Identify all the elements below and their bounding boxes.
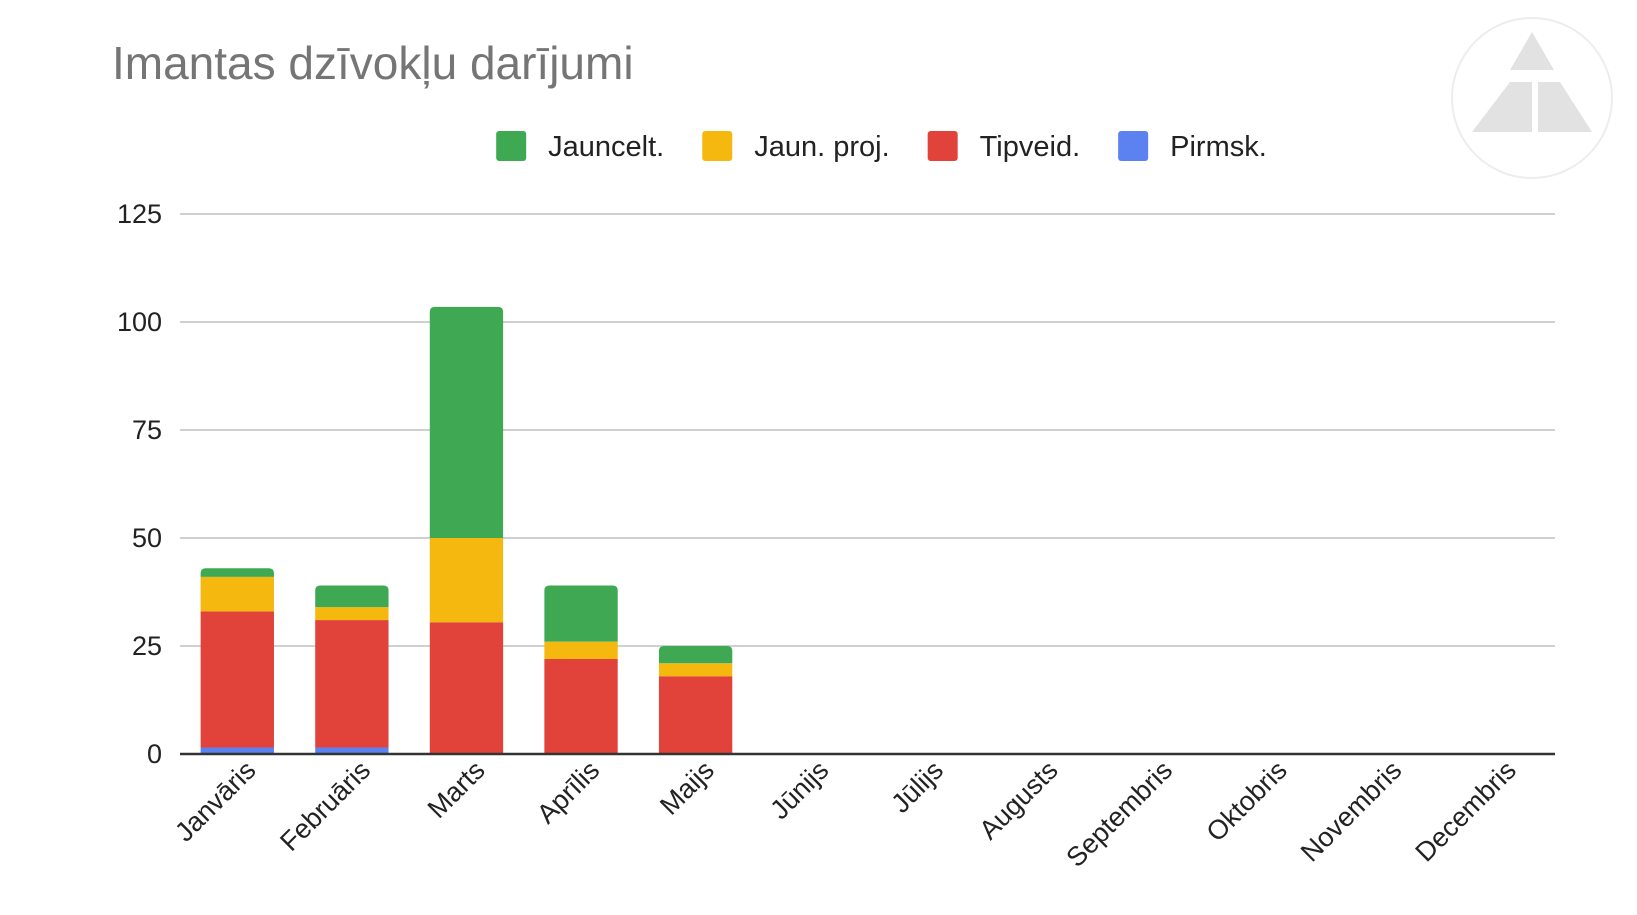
bar-segment[interactable] <box>200 568 274 577</box>
x-tick-label: Oktobris <box>1200 755 1292 847</box>
y-tick-label: 50 <box>132 523 162 553</box>
y-tick-label: 75 <box>132 415 162 445</box>
bar-segment[interactable] <box>544 585 618 642</box>
legend-label: Pirmsk. <box>1170 131 1267 163</box>
bar-segment[interactable] <box>200 747 274 754</box>
legend-swatch <box>496 131 527 161</box>
x-tick-label: Aprīlis <box>531 755 605 829</box>
legend-label: Jauncelt. <box>548 131 664 163</box>
axes: 0 25 50 75 100 125 Janvāris Februāris Marts Aprīl… <box>117 199 1555 873</box>
bar-segment[interactable] <box>429 306 504 538</box>
bar-segment[interactable] <box>544 641 618 659</box>
bar-segment[interactable] <box>429 538 504 623</box>
x-tick-label: Februāris <box>274 755 376 857</box>
bar-segment[interactable] <box>315 747 389 754</box>
x-tick-label: Jūlijs <box>885 755 949 819</box>
chart-title: Imantas dzīvokļu darījumi <box>112 37 634 89</box>
bar-segment[interactable] <box>658 676 733 754</box>
grid-lines <box>180 213 1555 647</box>
y-tick-label: 100 <box>117 307 162 337</box>
bar-segment[interactable] <box>315 585 389 608</box>
y-tick-label: 125 <box>117 199 162 229</box>
y-tick-label: 0 <box>147 739 162 769</box>
bar-segment[interactable] <box>315 620 389 748</box>
bar-segment[interactable] <box>658 663 733 677</box>
bar-segment[interactable] <box>429 622 504 754</box>
triangle-logo-icon <box>1451 17 1613 179</box>
y-tick-label: 25 <box>132 631 162 661</box>
x-tick-label: Jūnijs <box>764 755 834 825</box>
bars <box>200 306 733 754</box>
legend-item[interactable]: Pirmsk. <box>1118 131 1267 163</box>
legend-item[interactable]: Tipveid. <box>927 131 1080 163</box>
x-tick-label: Janvāris <box>169 755 261 847</box>
legend-swatch <box>1118 131 1149 161</box>
x-tick-label: Marts <box>422 755 491 824</box>
x-tick-label: Augusts <box>973 755 1063 845</box>
legend-item[interactable]: Jauncelt. <box>496 131 664 163</box>
legend-item[interactable]: Jaun. proj. <box>702 131 890 163</box>
bar-segment[interactable] <box>200 611 274 748</box>
bar-segment[interactable] <box>544 658 618 754</box>
legend: Jauncelt. Jaun. proj. Tipveid. Pirmsk. <box>496 131 1267 163</box>
bar-segment[interactable] <box>315 607 389 621</box>
x-tick-label: Decembris <box>1409 755 1521 867</box>
x-tick-label: Maijs <box>654 755 720 821</box>
legend-label: Tipveid. <box>980 131 1080 163</box>
x-tick-label: Septembris <box>1060 755 1178 873</box>
bar-segment[interactable] <box>200 576 274 612</box>
bar-segment[interactable] <box>658 646 733 664</box>
legend-swatch <box>702 131 733 161</box>
legend-label: Jaun. proj. <box>754 131 889 163</box>
x-tick-label: Novembris <box>1295 755 1407 867</box>
legend-swatch <box>927 131 958 161</box>
